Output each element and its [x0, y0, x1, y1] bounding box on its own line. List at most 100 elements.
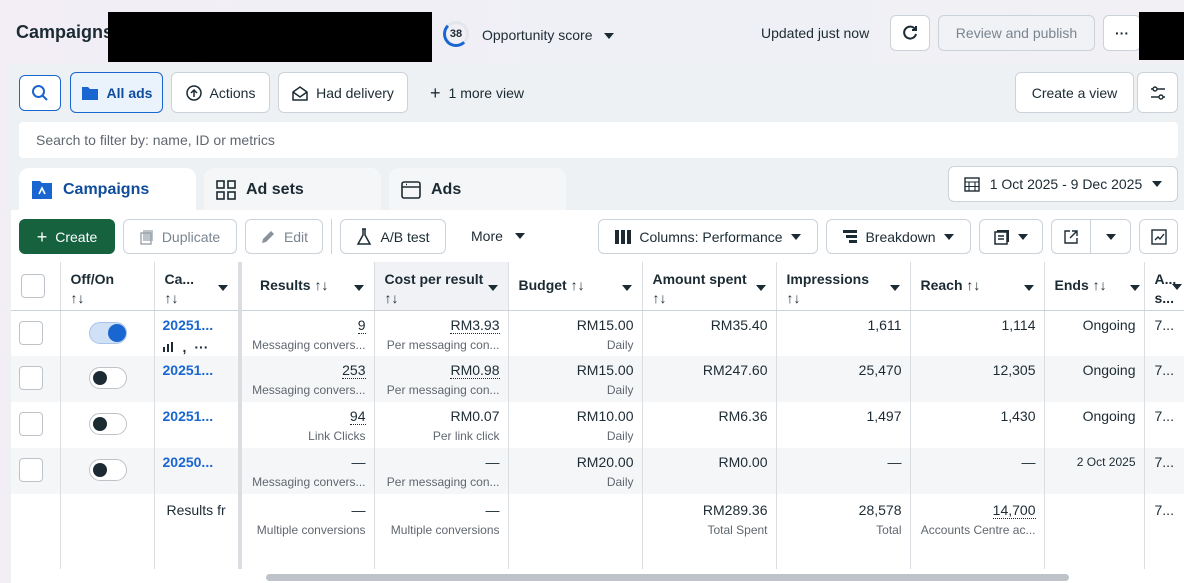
refresh-button[interactable]	[890, 15, 930, 51]
cost-value[interactable]: RM0.98	[450, 362, 500, 379]
export-split-button[interactable]	[1051, 219, 1131, 254]
chevron-down-icon	[1105, 233, 1116, 240]
columns-dropdown[interactable]: Columns: Performance	[598, 219, 818, 254]
offon-header[interactable]: Off/On ↑↓	[60, 262, 155, 311]
review-publish-button[interactable]: Review and publish	[938, 15, 1095, 51]
campaign-name-link[interactable]: 20251...	[162, 408, 214, 424]
tab-ads-label: Ads	[431, 181, 462, 198]
table-row[interactable]: 20250... — Messaging convers... — Per mess…	[11, 448, 1184, 494]
cost-per-result-header[interactable]: Cost per result ↑↓	[374, 262, 509, 311]
more-options-button[interactable]: ···	[1103, 15, 1141, 51]
tab-ads[interactable]: Ads	[389, 168, 566, 212]
impressions-cell: 1,497	[776, 402, 911, 448]
refresh-icon	[903, 25, 917, 40]
chevron-down-icon[interactable]	[889, 285, 900, 291]
date-range-picker[interactable]: 1 Oct 2025 - 9 Dec 2025	[948, 166, 1178, 202]
tab-ad-sets[interactable]: Ad sets	[204, 168, 381, 212]
date-range-label: 1 Oct 2025 - 9 Dec 2025	[989, 176, 1143, 192]
chevron-down-icon[interactable]	[353, 285, 364, 291]
totals-spent-cell: RM289.36 Total Spent	[642, 494, 777, 569]
reach-header[interactable]: Reach ↑↓	[910, 262, 1045, 311]
totals-impressions-value: 28,578	[858, 502, 902, 518]
edit-button[interactable]: Edit	[245, 219, 323, 254]
row-checkbox[interactable]	[19, 320, 43, 345]
totals-row: Results fr — Multiple conversions — Multip…	[11, 494, 1184, 569]
budget-cell: RM15.00 Daily	[508, 310, 643, 356]
create-view-button[interactable]: Create a view	[1015, 72, 1134, 113]
all-ads-view-button[interactable]: All ads	[70, 72, 163, 113]
impressions-header[interactable]: Impressions ↑↓	[776, 262, 911, 311]
reports-dropdown[interactable]	[979, 219, 1043, 254]
campaign-name-link[interactable]: 20250...	[162, 454, 214, 470]
create-button[interactable]: + Create	[19, 219, 115, 254]
toolbar-divider	[331, 219, 332, 254]
search-input[interactable]: Search to filter by: name, ID or metrics	[19, 122, 1178, 158]
horizontal-scrollbar[interactable]	[266, 574, 1069, 581]
campaign-name-link[interactable]: 20251...	[162, 362, 214, 378]
had-delivery-view-button[interactable]: Had delivery	[278, 72, 408, 113]
attribution-header[interactable]: A... s...	[1144, 262, 1184, 311]
campaign-name-link[interactable]: 20251...	[162, 316, 214, 333]
chevron-down-icon[interactable]	[1023, 285, 1034, 291]
chevron-down-icon[interactable]	[1171, 284, 1182, 290]
campaigns-folder-icon	[32, 181, 52, 199]
duplicate-label: Duplicate	[161, 228, 221, 245]
ab-test-button[interactable]: A/B test	[340, 219, 446, 254]
select-all-checkbox[interactable]	[21, 274, 45, 298]
chevron-down-icon[interactable]	[218, 285, 228, 291]
chevron-down-icon[interactable]	[1129, 285, 1140, 291]
opportunity-score-dropdown[interactable]: Opportunity score	[482, 27, 615, 43]
cost-value[interactable]: RM3.93	[450, 316, 500, 334]
opportunity-score-ring[interactable]: 38	[443, 21, 469, 47]
chevron-down-icon	[1152, 181, 1163, 187]
row-checkbox[interactable]	[19, 458, 43, 482]
campaign-name-header[interactable]: Ca... ↑↓	[154, 262, 242, 311]
table-row[interactable]: 20251... 94 Link Clicks RM0.07 Per link cl…	[11, 402, 1184, 448]
export-dropdown[interactable]	[1091, 233, 1130, 240]
tab-campaigns[interactable]: Campaigns	[19, 168, 196, 212]
view-settings-button[interactable]	[1137, 72, 1178, 113]
more-views-button[interactable]: +1 more view	[430, 84, 524, 102]
row-toggle-cell	[60, 448, 155, 494]
breakdown-dropdown[interactable]: Breakdown	[826, 219, 971, 254]
ends-header[interactable]: Ends ↑↓	[1044, 262, 1145, 311]
folder-icon	[81, 86, 98, 100]
chevron-down-icon[interactable]	[487, 285, 498, 291]
results-value[interactable]: 9	[357, 316, 366, 334]
actions-view-button[interactable]: Actions	[171, 72, 270, 113]
row-toggle-cell	[60, 402, 155, 448]
pencil-icon	[261, 230, 274, 243]
table-row[interactable]: 20251... 253 Messaging convers... RM0.98 P…	[11, 356, 1184, 402]
delivery-toggle[interactable]	[88, 367, 127, 389]
sort-icon: ↑↓	[570, 277, 585, 293]
bar-chart-icon[interactable]	[162, 341, 175, 352]
totals-blank	[11, 494, 61, 569]
totals-reach-value[interactable]: 14,700	[992, 502, 1036, 519]
export-button[interactable]	[1052, 220, 1091, 253]
row-more-icon[interactable]: ···	[194, 338, 209, 355]
calendar-icon	[964, 177, 980, 192]
chevron-down-icon[interactable]	[755, 285, 766, 291]
more-actions-dropdown[interactable]: More	[471, 228, 525, 244]
delivery-toggle[interactable]	[88, 413, 127, 435]
totals-results-cell: — Multiple conversions	[240, 494, 375, 569]
totals-cost-cell: — Multiple conversions	[374, 494, 509, 569]
row-checkbox[interactable]	[19, 412, 43, 436]
chevron-down-icon[interactable]	[621, 285, 632, 291]
campaign-header-label: Ca...	[164, 271, 195, 287]
results-value[interactable]: 253	[342, 362, 366, 379]
amount-spent-header[interactable]: Amount spent ↑↓	[642, 262, 777, 311]
table-row[interactable]: 20251... , ··· 9 Messaging convers... RM3…	[11, 310, 1184, 356]
charts-button[interactable]	[1139, 219, 1178, 254]
budget-header[interactable]: Budget ↑↓	[508, 262, 643, 311]
delivery-toggle[interactable]	[88, 459, 127, 481]
totals-results-value: —	[351, 502, 366, 518]
results-value[interactable]: 94	[349, 408, 366, 425]
spent-cell: RM0.00	[642, 448, 777, 494]
search-button[interactable]	[19, 75, 61, 111]
duplicate-button[interactable]: Duplicate	[123, 219, 237, 254]
offon-header-label: Off/On	[70, 271, 115, 287]
row-checkbox[interactable]	[19, 366, 43, 390]
delivery-toggle[interactable]	[88, 321, 127, 344]
results-header[interactable]: Results ↑↓	[240, 262, 375, 311]
